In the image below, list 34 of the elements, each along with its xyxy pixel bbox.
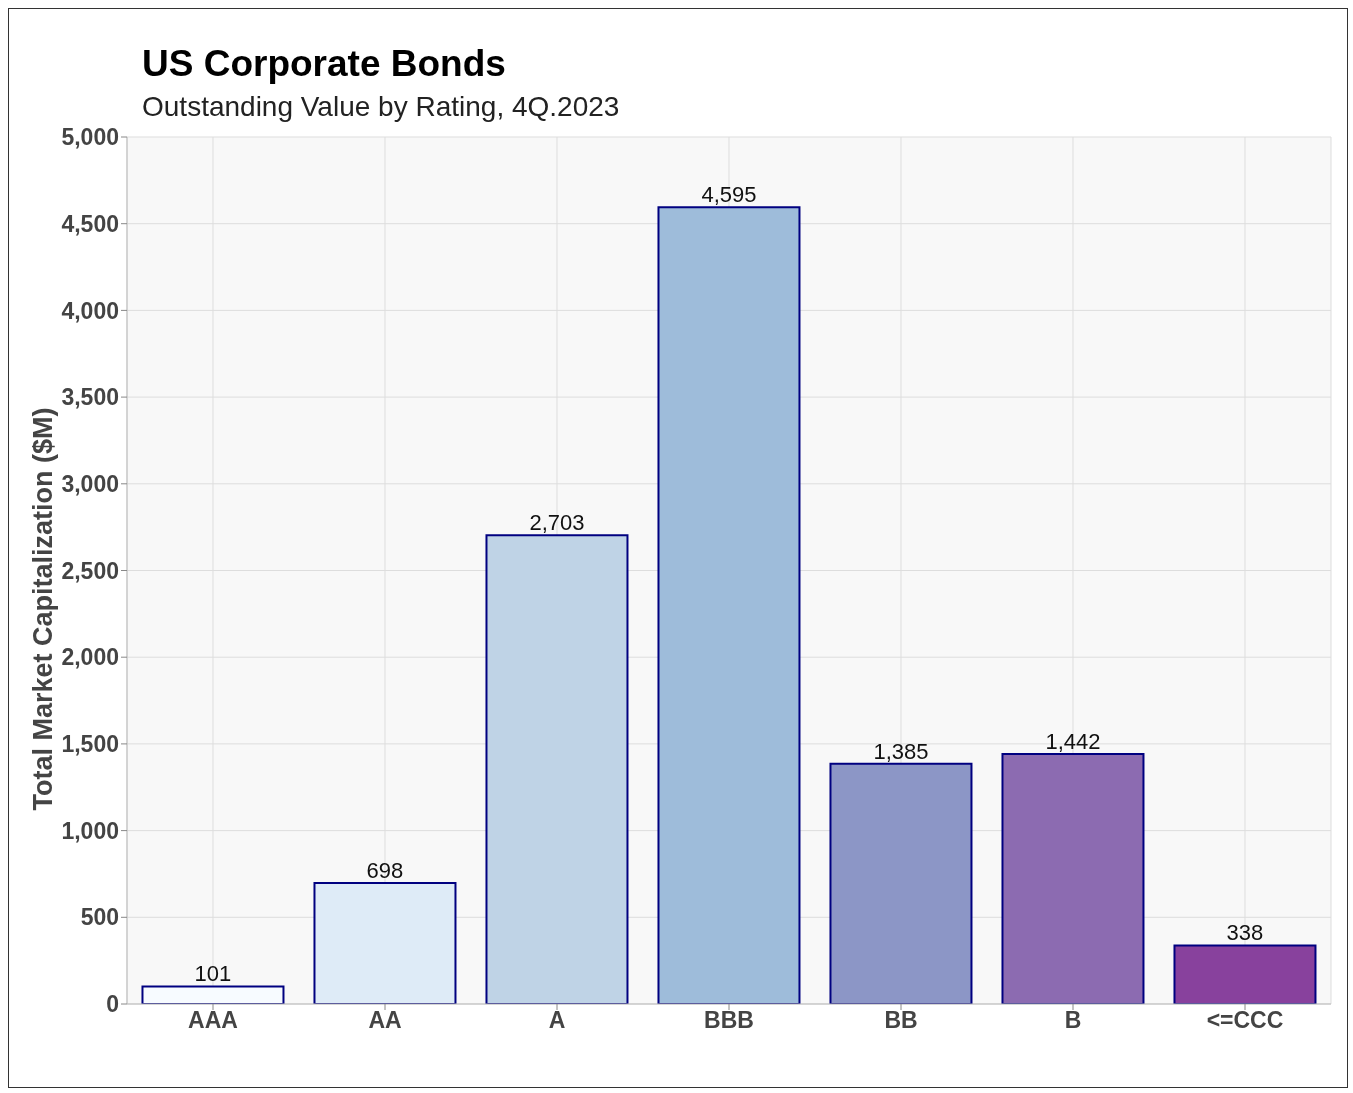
bar xyxy=(313,881,457,1004)
bar xyxy=(1173,944,1317,1004)
y-tick-label: 3,000 xyxy=(61,470,119,497)
data-label: 1,442 xyxy=(1045,728,1101,754)
y-tick-label: 1,000 xyxy=(61,817,119,844)
bar xyxy=(657,206,801,1004)
x-tick-label: BBB xyxy=(704,1007,754,1034)
data-label: 1,385 xyxy=(873,738,929,764)
x-tick-label: AA xyxy=(368,1007,402,1034)
chart-subtitle: Outstanding Value by Rating, 4Q.2023 xyxy=(142,91,620,123)
data-label: 338 xyxy=(1226,920,1264,946)
data-label: 101 xyxy=(194,961,232,987)
y-tick-label: 0 xyxy=(106,991,119,1018)
y-axis-title: Total Market Capitalization ($M) xyxy=(27,407,58,811)
y-tick-label: 500 xyxy=(80,904,119,931)
bar xyxy=(1001,752,1145,1004)
data-label: 698 xyxy=(366,857,404,883)
data-label: 4,595 xyxy=(701,182,757,208)
y-tick-label: 1,500 xyxy=(61,731,119,758)
x-tick-label: <=CCC xyxy=(1206,1007,1284,1034)
x-tick-label: B xyxy=(1064,1007,1082,1034)
x-tick-label: BB xyxy=(884,1007,918,1034)
y-tick-label: 4,000 xyxy=(61,297,119,324)
y-tick-label: 5,000 xyxy=(61,124,119,151)
y-tick-label: 3,500 xyxy=(61,384,119,411)
y-tick-label: 4,500 xyxy=(61,210,119,237)
data-label: 2,703 xyxy=(529,510,585,536)
chart-title: US Corporate Bonds xyxy=(142,43,506,85)
x-tick-label: AAA xyxy=(188,1007,238,1034)
y-tick-label: 2,500 xyxy=(61,557,119,584)
y-tick-label: 2,000 xyxy=(61,644,119,671)
bar xyxy=(829,762,973,1004)
bar xyxy=(485,534,629,1004)
x-tick-label: A xyxy=(548,1007,566,1034)
